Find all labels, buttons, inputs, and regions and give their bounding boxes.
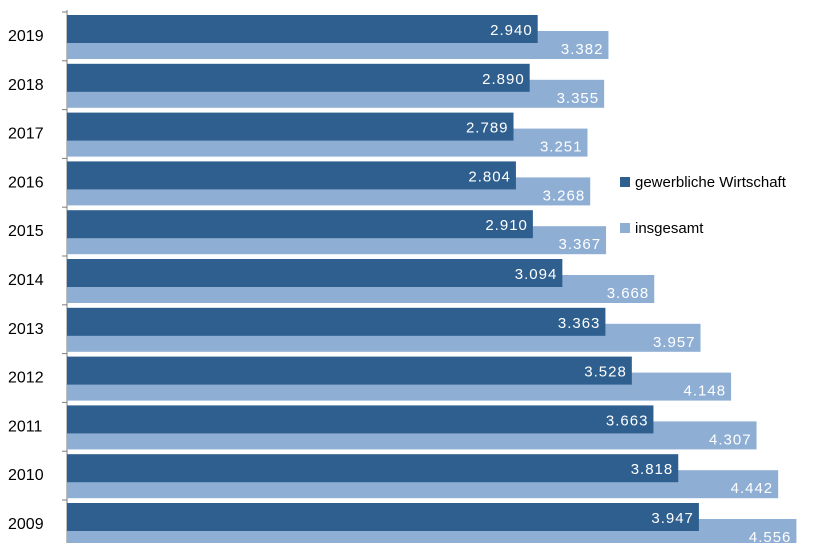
bar-gewerbliche-wirtschaft	[67, 503, 699, 531]
data-label: 2.890	[482, 71, 525, 88]
bar-gewerbliche-wirtschaft	[67, 63, 530, 92]
bar-gewerbliche-wirtschaft	[67, 356, 632, 385]
category-label: 2010	[8, 467, 44, 484]
category-label: 2009	[8, 516, 44, 533]
bar-gewerbliche-wirtschaft	[67, 454, 679, 483]
bar-gewerbliche-wirtschaft	[67, 210, 533, 239]
data-label: 2.804	[468, 168, 511, 185]
data-label: 3.251	[540, 139, 583, 156]
legend: gewerbliche Wirtschaft insgesamt	[620, 174, 787, 237]
data-label: 3.957	[653, 334, 696, 351]
legend-label: insgesamt	[635, 220, 704, 237]
data-label: 4.556	[749, 529, 792, 543]
data-label: 3.663	[606, 412, 649, 429]
data-label: 3.094	[515, 266, 558, 283]
data-label: 3.363	[558, 315, 601, 332]
category-label: 2015	[8, 223, 44, 240]
data-label: 4.442	[731, 480, 774, 497]
bar-gewerbliche-wirtschaft	[67, 307, 606, 336]
category-label: 2013	[8, 321, 44, 338]
data-label: 3.947	[651, 510, 694, 527]
legend-label: gewerbliche Wirtschaft	[635, 174, 787, 191]
data-label: 2.940	[490, 22, 533, 39]
data-label: 2.910	[485, 217, 528, 234]
legend-swatch	[620, 177, 630, 187]
data-label: 3.382	[561, 41, 604, 58]
bar-gewerbliche-wirtschaft	[67, 15, 538, 43]
data-label: 3.367	[559, 236, 602, 253]
data-label: 3.668	[607, 285, 650, 302]
bar-gewerbliche-wirtschaft	[67, 405, 654, 434]
category-label: 2012	[8, 370, 44, 387]
category-label: 2017	[8, 126, 44, 143]
data-label: 2.789	[466, 120, 509, 137]
data-label: 3.268	[543, 187, 586, 204]
category-label: 2014	[8, 272, 44, 289]
data-label: 4.307	[709, 431, 752, 448]
data-label: 4.148	[684, 383, 727, 400]
category-label: 2019	[8, 28, 44, 45]
data-label: 3.528	[584, 364, 627, 381]
bars-group: 3.382 2.940 3.355 2.890 3.251 2.789 3.268 2.804…	[67, 15, 797, 543]
data-label: 3.818	[631, 461, 674, 478]
bar-gewerbliche-wirtschaft	[67, 259, 563, 287]
legend-swatch	[620, 223, 630, 233]
category-label: 2018	[8, 77, 44, 94]
data-label: 3.355	[557, 90, 600, 107]
category-label: 2016	[8, 174, 44, 191]
category-axis: 2019 2018 2017 2016 2015 2014 2013 2012 2011 2010…	[8, 10, 68, 543]
bar-gewerbliche-wirtschaft	[67, 112, 514, 141]
category-label: 2011	[8, 418, 43, 435]
bar-gewerbliche-wirtschaft	[67, 161, 516, 190]
